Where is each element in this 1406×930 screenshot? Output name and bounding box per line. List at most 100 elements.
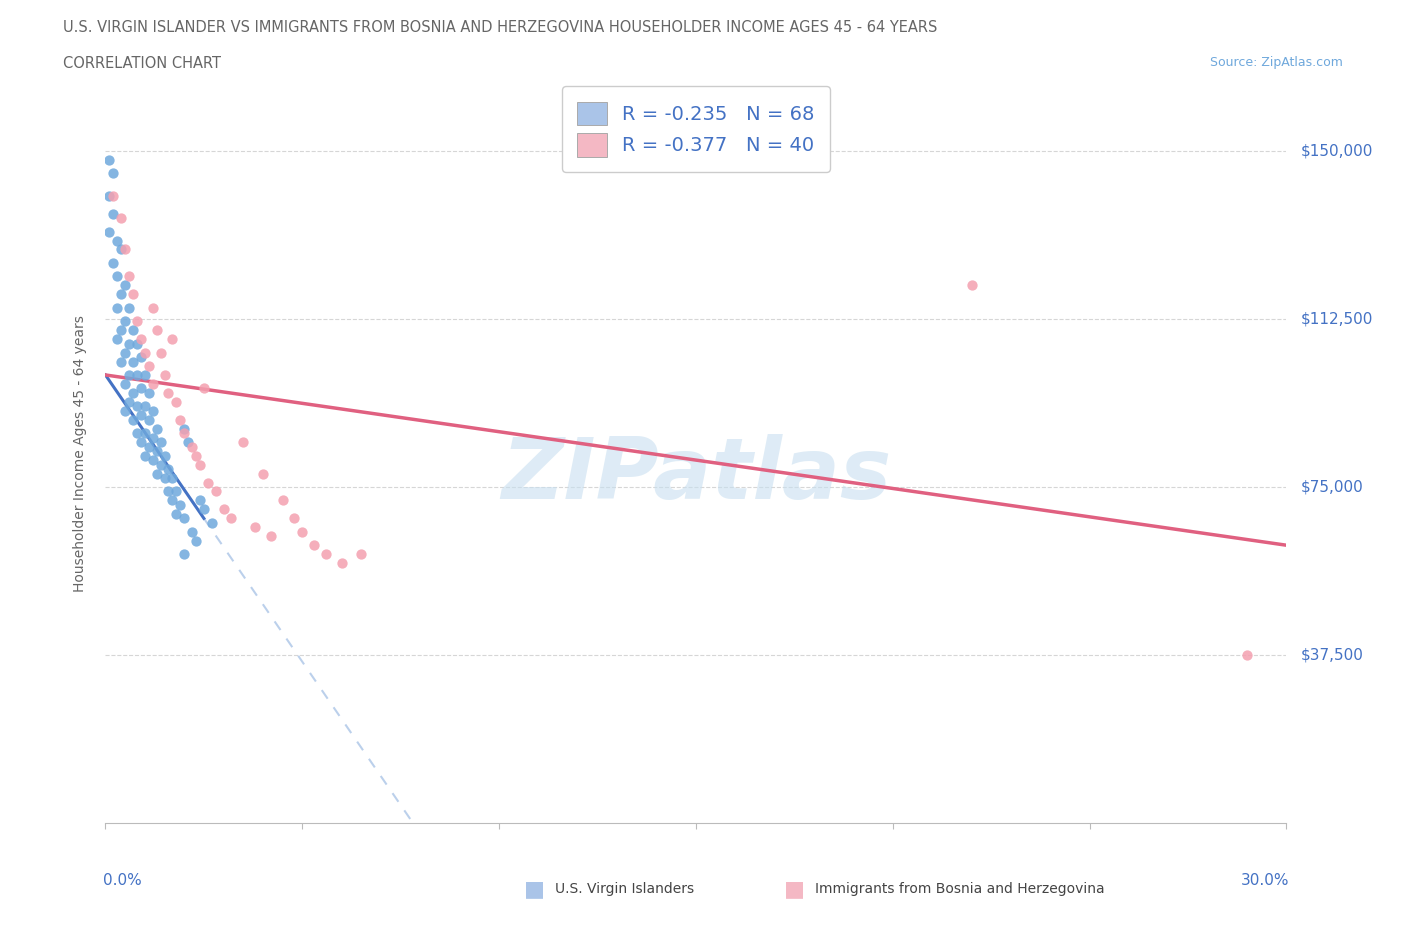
Point <box>315 547 337 562</box>
Point <box>193 381 215 396</box>
Text: ■: ■ <box>785 879 804 899</box>
Point <box>114 404 136 418</box>
Point <box>271 493 294 508</box>
Text: $150,000: $150,000 <box>1301 143 1374 158</box>
Point <box>129 434 152 449</box>
Point <box>145 323 167 338</box>
Point <box>114 278 136 293</box>
Point <box>201 515 224 530</box>
Point <box>114 377 136 392</box>
Point <box>134 345 156 360</box>
Point <box>184 533 207 548</box>
Point <box>157 385 180 400</box>
Point <box>149 458 172 472</box>
Point <box>125 336 148 351</box>
Point <box>118 394 141 409</box>
Point <box>153 448 176 463</box>
Point <box>188 493 211 508</box>
Point <box>110 286 132 301</box>
Point <box>350 547 373 562</box>
Y-axis label: Householder Income Ages 45 - 64 years: Householder Income Ages 45 - 64 years <box>73 315 87 591</box>
Point <box>105 233 128 248</box>
Point <box>118 367 141 382</box>
Point <box>181 439 204 454</box>
Point <box>105 332 128 347</box>
Point <box>122 354 145 369</box>
Text: U.S. Virgin Islanders: U.S. Virgin Islanders <box>555 882 695 897</box>
Point <box>118 336 141 351</box>
Point <box>105 269 128 284</box>
Point <box>134 448 156 463</box>
Point <box>302 538 325 552</box>
Point <box>118 300 141 315</box>
Text: $75,000: $75,000 <box>1301 480 1364 495</box>
Point <box>1236 647 1258 662</box>
Point <box>173 421 195 436</box>
Point <box>145 466 167 481</box>
Point <box>129 381 152 396</box>
Point <box>169 498 191 512</box>
Point <box>125 367 148 382</box>
Point <box>114 345 136 360</box>
Point <box>165 507 187 522</box>
Point <box>173 547 195 562</box>
Point <box>138 412 160 427</box>
Point <box>134 399 156 414</box>
Point <box>149 434 172 449</box>
Point <box>145 421 167 436</box>
Point <box>221 511 243 525</box>
Point <box>103 188 125 203</box>
Point <box>204 484 226 498</box>
Point <box>129 332 152 347</box>
Text: ■: ■ <box>524 879 544 899</box>
Point <box>181 525 204 539</box>
Text: U.S. VIRGIN ISLANDER VS IMMIGRANTS FROM BOSNIA AND HERZEGOVINA HOUSEHOLDER INCOM: U.S. VIRGIN ISLANDER VS IMMIGRANTS FROM … <box>63 20 938 35</box>
Text: 30.0%: 30.0% <box>1240 873 1289 888</box>
Point <box>125 426 148 441</box>
Point <box>122 385 145 400</box>
Point <box>110 211 132 226</box>
Point <box>173 511 195 525</box>
Point <box>105 300 128 315</box>
Point <box>103 166 125 180</box>
Text: 0.0%: 0.0% <box>103 873 142 888</box>
Point <box>125 313 148 328</box>
Point <box>197 475 219 490</box>
Point <box>122 323 145 338</box>
Point <box>125 399 148 414</box>
Point <box>330 556 353 571</box>
Point <box>157 461 180 476</box>
Point <box>188 458 211 472</box>
Point <box>173 426 195 441</box>
Point <box>149 345 172 360</box>
Point <box>212 502 235 517</box>
Point <box>98 224 121 239</box>
Point <box>142 453 165 468</box>
Point <box>177 434 200 449</box>
Point <box>153 367 176 382</box>
Point <box>110 323 132 338</box>
Point <box>122 412 145 427</box>
Point <box>122 286 145 301</box>
Point <box>162 471 184 485</box>
Point <box>110 242 132 257</box>
Point <box>103 206 125 221</box>
Point <box>260 529 283 544</box>
Point <box>138 359 160 374</box>
Point <box>169 412 191 427</box>
Legend: R = -0.235   N = 68, R = -0.377   N = 40: R = -0.235 N = 68, R = -0.377 N = 40 <box>562 86 830 172</box>
Point <box>184 448 207 463</box>
Point <box>129 408 152 423</box>
Point <box>118 269 141 284</box>
Point <box>165 484 187 498</box>
Point <box>243 520 266 535</box>
Point <box>193 502 215 517</box>
Point <box>165 394 187 409</box>
Text: Immigrants from Bosnia and Herzegovina: Immigrants from Bosnia and Herzegovina <box>815 882 1105 897</box>
Text: ZIPatlas: ZIPatlas <box>501 434 891 517</box>
Point <box>98 153 121 167</box>
Point <box>110 354 132 369</box>
Text: CORRELATION CHART: CORRELATION CHART <box>63 56 221 71</box>
Point <box>145 444 167 458</box>
Text: $37,500: $37,500 <box>1301 647 1364 662</box>
